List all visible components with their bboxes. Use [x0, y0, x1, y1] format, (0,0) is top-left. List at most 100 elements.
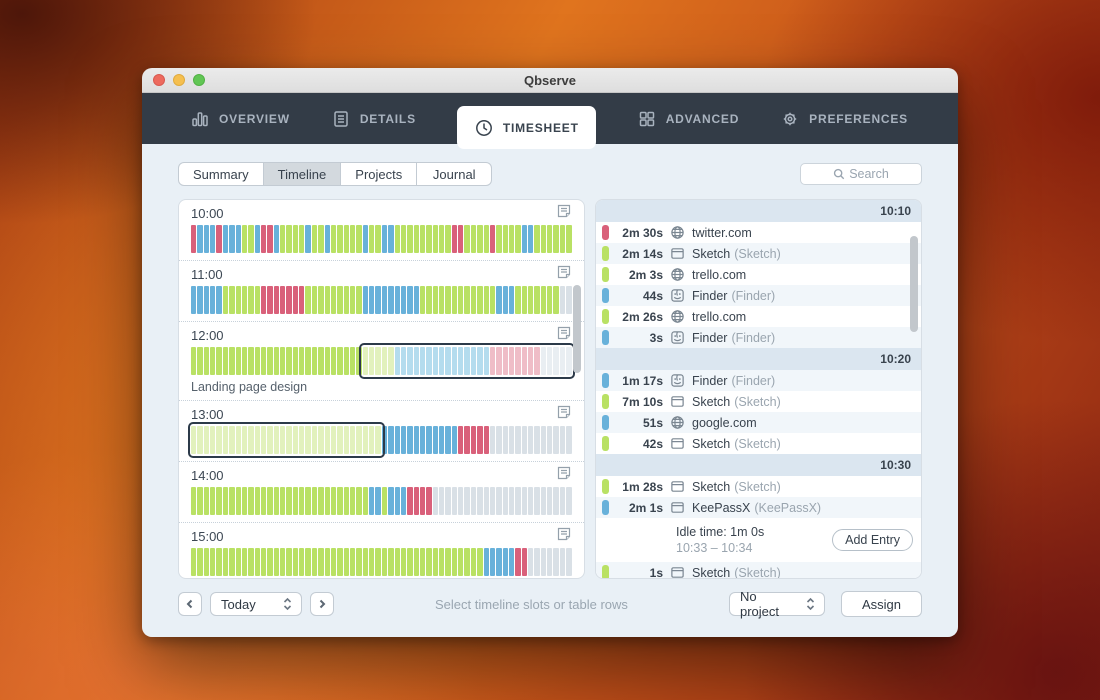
- timeline-slot[interactable]: [553, 548, 559, 576]
- timeline-slot[interactable]: [413, 487, 419, 515]
- timeline-slot[interactable]: [311, 225, 318, 253]
- timeline-slot[interactable]: [394, 426, 400, 454]
- timeline-slot[interactable]: [241, 286, 248, 314]
- timeline-slot[interactable]: [267, 426, 273, 454]
- timeline-slot[interactable]: [191, 426, 197, 454]
- timeline-slot[interactable]: [407, 347, 413, 375]
- timeline-slot[interactable]: [483, 286, 489, 314]
- timeline-slot[interactable]: [343, 548, 349, 576]
- timeline-slot[interactable]: [260, 548, 267, 576]
- timeline-slot[interactable]: [394, 487, 400, 515]
- timeline-slot[interactable]: [273, 347, 280, 375]
- timeline-slot[interactable]: [369, 426, 375, 454]
- table-row[interactable]: 7m 10s Sketch (Sketch): [596, 391, 921, 412]
- timeline-slot[interactable]: [508, 548, 515, 576]
- timeline-slot[interactable]: [515, 548, 521, 576]
- timeline-slot[interactable]: [349, 286, 356, 314]
- timeline-slot[interactable]: [553, 225, 559, 253]
- timeline-slot[interactable]: [216, 347, 222, 375]
- tab-overview[interactable]: OVERVIEW: [190, 109, 290, 129]
- timeline-slot[interactable]: [197, 225, 203, 253]
- timeline-slot[interactable]: [286, 426, 292, 454]
- timeline-bar[interactable]: [191, 548, 572, 576]
- timeline-slot[interactable]: [432, 548, 439, 576]
- timeline-slot[interactable]: [559, 487, 566, 515]
- timeline-slot[interactable]: [254, 225, 260, 253]
- timeline-slot[interactable]: [502, 548, 508, 576]
- timeline-slot[interactable]: [439, 225, 445, 253]
- timeline-slot[interactable]: [248, 487, 254, 515]
- timeline-slot[interactable]: [534, 347, 540, 375]
- zoom-window-button[interactable]: [193, 74, 205, 86]
- table-row[interactable]: 2m 30s twitter.com: [596, 222, 921, 243]
- timeline-slot[interactable]: [356, 426, 362, 454]
- timeline-slot[interactable]: [349, 426, 356, 454]
- timeline-slot[interactable]: [553, 487, 559, 515]
- timeline-slot[interactable]: [483, 426, 489, 454]
- timeline-slot[interactable]: [521, 548, 528, 576]
- timeline-slot[interactable]: [439, 286, 445, 314]
- timeline-slot[interactable]: [216, 548, 222, 576]
- table-row[interactable]: 2m 1s KeePassX (KeePassX): [596, 497, 921, 518]
- timeline-slot[interactable]: [286, 347, 292, 375]
- timeline-slot[interactable]: [254, 487, 260, 515]
- timeline-slot[interactable]: [318, 426, 324, 454]
- timeline-slot[interactable]: [502, 286, 508, 314]
- timeline-slot[interactable]: [413, 426, 419, 454]
- segment-projects[interactable]: Projects: [341, 163, 418, 185]
- timeline-slot[interactable]: [483, 548, 489, 576]
- timeline-slot[interactable]: [305, 225, 311, 253]
- timeline-slot[interactable]: [292, 426, 299, 454]
- timeline-slot[interactable]: [407, 426, 413, 454]
- timeline-slot[interactable]: [451, 487, 458, 515]
- timeline-slot[interactable]: [254, 548, 260, 576]
- timeline-slot[interactable]: [235, 225, 241, 253]
- timeline-slot[interactable]: [528, 426, 534, 454]
- timeline-slot[interactable]: [426, 426, 432, 454]
- timeline-slot[interactable]: [324, 225, 330, 253]
- timeline-slot[interactable]: [292, 286, 299, 314]
- timeline-slot[interactable]: [216, 487, 222, 515]
- timeline-slot[interactable]: [445, 548, 451, 576]
- timeline-slot[interactable]: [483, 225, 489, 253]
- timeline-slot[interactable]: [235, 487, 241, 515]
- timeline-slot[interactable]: [400, 286, 407, 314]
- table-row[interactable]: 2m 3s trello.com: [596, 264, 921, 285]
- timeline-slot[interactable]: [216, 225, 222, 253]
- timeline-slot[interactable]: [413, 225, 419, 253]
- timeline-slot[interactable]: [356, 225, 362, 253]
- close-window-button[interactable]: [153, 74, 165, 86]
- timeline-slot[interactable]: [547, 548, 553, 576]
- timeline-slot[interactable]: [330, 426, 337, 454]
- timeline-scrollbar[interactable]: [573, 285, 581, 373]
- timeline-bar[interactable]: [191, 343, 575, 379]
- timeline-slot[interactable]: [330, 225, 337, 253]
- timeline-slot[interactable]: [349, 487, 356, 515]
- timeline-slot[interactable]: [489, 487, 496, 515]
- table-row[interactable]: 3s Finder (Finder): [596, 327, 921, 348]
- timeline-slot[interactable]: [330, 487, 337, 515]
- timeline-slot[interactable]: [369, 487, 375, 515]
- timeline-slot[interactable]: [305, 286, 311, 314]
- timeline-slot[interactable]: [534, 286, 540, 314]
- timeline-slot[interactable]: [356, 487, 362, 515]
- timeline-slot[interactable]: [559, 426, 566, 454]
- timeline-slot[interactable]: [267, 286, 273, 314]
- timeline-slot[interactable]: [553, 286, 559, 314]
- timeline-slot[interactable]: [528, 487, 534, 515]
- timeline-slot[interactable]: [451, 426, 458, 454]
- timeline-slot[interactable]: [388, 426, 394, 454]
- timeline-slot[interactable]: [489, 347, 496, 375]
- timeline-slot[interactable]: [400, 548, 407, 576]
- timeline-slot[interactable]: [292, 487, 299, 515]
- timeline-bar[interactable]: [191, 286, 572, 314]
- timeline-slot[interactable]: [203, 347, 210, 375]
- timeline-slot[interactable]: [534, 426, 540, 454]
- assign-button[interactable]: Assign: [840, 591, 922, 617]
- timeline-slot[interactable]: [324, 286, 330, 314]
- timeline-slot[interactable]: [407, 225, 413, 253]
- timeline-slot[interactable]: [432, 225, 439, 253]
- timeline-slot[interactable]: [362, 487, 369, 515]
- timeline-slot[interactable]: [280, 286, 286, 314]
- timeline-slot[interactable]: [496, 487, 502, 515]
